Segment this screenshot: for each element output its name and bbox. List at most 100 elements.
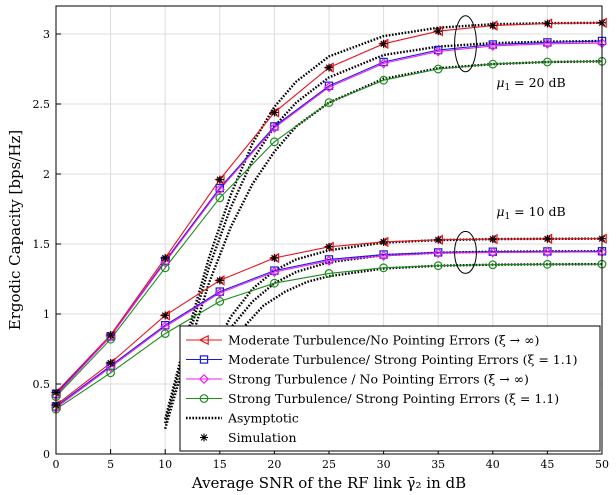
simulation-marker bbox=[379, 237, 388, 246]
series-line bbox=[55, 60, 603, 397]
legend-label: Simulation bbox=[228, 430, 297, 445]
series-line bbox=[55, 40, 603, 395]
square-marker bbox=[199, 355, 209, 364]
diamond-marker bbox=[487, 247, 498, 258]
circle-marker bbox=[543, 57, 552, 67]
simulation-marker bbox=[488, 21, 497, 30]
simulation-marker bbox=[434, 27, 443, 36]
legend-item: Asymptotic bbox=[186, 411, 299, 426]
series-line bbox=[55, 263, 603, 410]
simulation-marker bbox=[215, 175, 224, 184]
circle-marker bbox=[379, 75, 389, 85]
x-tick-label: 5 bbox=[107, 458, 114, 471]
y-tick-label: 3 bbox=[43, 28, 50, 41]
circle-marker bbox=[199, 394, 209, 403]
series-line bbox=[55, 42, 603, 396]
star-stroke bbox=[325, 243, 333, 251]
x-tick-label: 0 bbox=[53, 458, 60, 471]
star-stroke bbox=[325, 64, 333, 71]
simulation-marker bbox=[543, 19, 552, 28]
circle-marker bbox=[324, 98, 334, 107]
y-tick-label: 1 bbox=[43, 308, 50, 321]
simulation-marker bbox=[325, 63, 333, 72]
x-tick-label: 30 bbox=[377, 458, 391, 471]
diamond-marker bbox=[323, 255, 335, 266]
axis-ticks: 0 5 10 15 20 25 30 35 40 45 50 0 0.5 1 1.5 2 2.5 3 bbox=[33, 28, 610, 471]
legend-label: Asymptotic bbox=[227, 411, 299, 426]
star-stroke bbox=[216, 176, 224, 183]
x-tick-label: 35 bbox=[431, 458, 445, 471]
circle-marker bbox=[379, 263, 389, 273]
star-stroke bbox=[161, 312, 169, 319]
star-stroke bbox=[216, 277, 224, 284]
star-stroke bbox=[161, 254, 169, 262]
legend-item: Moderate Turbulence/No Pointing Errors (… bbox=[186, 333, 539, 348]
diamond-marker bbox=[378, 58, 389, 69]
x-tick-label: 50 bbox=[595, 458, 609, 471]
series-line bbox=[55, 250, 603, 407]
annotation-ellipse bbox=[454, 230, 477, 274]
simulation-marker bbox=[434, 235, 443, 244]
annotation-label: μ1 = 20 dB bbox=[496, 75, 565, 93]
star-stroke bbox=[380, 238, 387, 246]
star-stroke bbox=[271, 254, 278, 262]
circle-marker bbox=[433, 261, 443, 271]
star-stroke bbox=[271, 109, 278, 116]
circle-marker bbox=[543, 259, 552, 269]
legend: Moderate Turbulence/No Pointing Errors (… bbox=[179, 325, 601, 452]
circle-marker bbox=[215, 297, 225, 306]
circle-marker bbox=[488, 59, 498, 69]
circle-marker bbox=[160, 263, 170, 273]
diamond-marker bbox=[487, 40, 498, 51]
y-tick-label: 2 bbox=[43, 168, 50, 181]
annotation-ellipse bbox=[454, 15, 477, 73]
star-stroke bbox=[380, 40, 387, 48]
simulation-marker bbox=[543, 234, 552, 243]
diamond-marker bbox=[542, 38, 553, 49]
x-tick-label: 25 bbox=[322, 458, 336, 471]
diamond-marker bbox=[433, 46, 444, 57]
circle-marker bbox=[433, 64, 443, 74]
simulation-marker bbox=[488, 235, 497, 244]
y-tick-label: 1.5 bbox=[33, 238, 51, 251]
circle-marker bbox=[160, 329, 170, 339]
legend-label: Moderate Turbulence/No Pointing Errors (… bbox=[228, 333, 539, 348]
circle-marker bbox=[270, 137, 279, 147]
annotation-label: μ1 = 10 dB bbox=[496, 204, 565, 222]
legend-swatch-star bbox=[200, 433, 208, 442]
x-tick-label: 20 bbox=[267, 458, 281, 471]
diamond-marker bbox=[269, 266, 280, 278]
simulation-marker bbox=[270, 108, 279, 117]
x-tick-label: 10 bbox=[158, 458, 172, 471]
x-tick-label: 45 bbox=[540, 458, 554, 471]
simulation-marker bbox=[106, 359, 115, 367]
diamond-marker bbox=[160, 321, 171, 332]
star-stroke bbox=[107, 331, 114, 339]
simulation-marker bbox=[270, 254, 279, 262]
diamond-marker bbox=[378, 250, 389, 261]
legend-item: Moderate Turbulence/ Strong Pointing Err… bbox=[186, 352, 578, 367]
circle-marker bbox=[215, 193, 225, 203]
star-stroke bbox=[544, 20, 551, 27]
simulation-marker bbox=[161, 254, 170, 262]
diamond-marker bbox=[198, 373, 210, 385]
legend-item: Simulation bbox=[200, 430, 297, 445]
x-axis-title: Average SNR of the RF link γ̄₂ in dB bbox=[191, 474, 466, 492]
y-tick-label: 0.5 bbox=[33, 378, 51, 391]
diamond-marker bbox=[542, 247, 553, 258]
star-stroke bbox=[489, 235, 497, 243]
series-line bbox=[55, 251, 603, 409]
x-tick-label: 15 bbox=[213, 458, 227, 471]
y-axis-title: Ergodic Capacity [bps/Hz] bbox=[6, 130, 24, 330]
simulation-marker bbox=[161, 311, 170, 320]
legend-item: Strong Turbulence / No Pointing Errors (… bbox=[186, 372, 529, 387]
legend-label: Strong Turbulence / No Pointing Errors (… bbox=[228, 372, 529, 387]
diamond-marker bbox=[269, 122, 280, 133]
star-stroke bbox=[107, 359, 114, 367]
star-stroke bbox=[434, 236, 442, 244]
star-stroke bbox=[544, 235, 551, 243]
annotations: μ1 = 20 dB μ1 = 10 dB bbox=[454, 15, 566, 274]
circle-marker bbox=[488, 260, 498, 270]
y-tick-label: 2.5 bbox=[33, 98, 51, 111]
